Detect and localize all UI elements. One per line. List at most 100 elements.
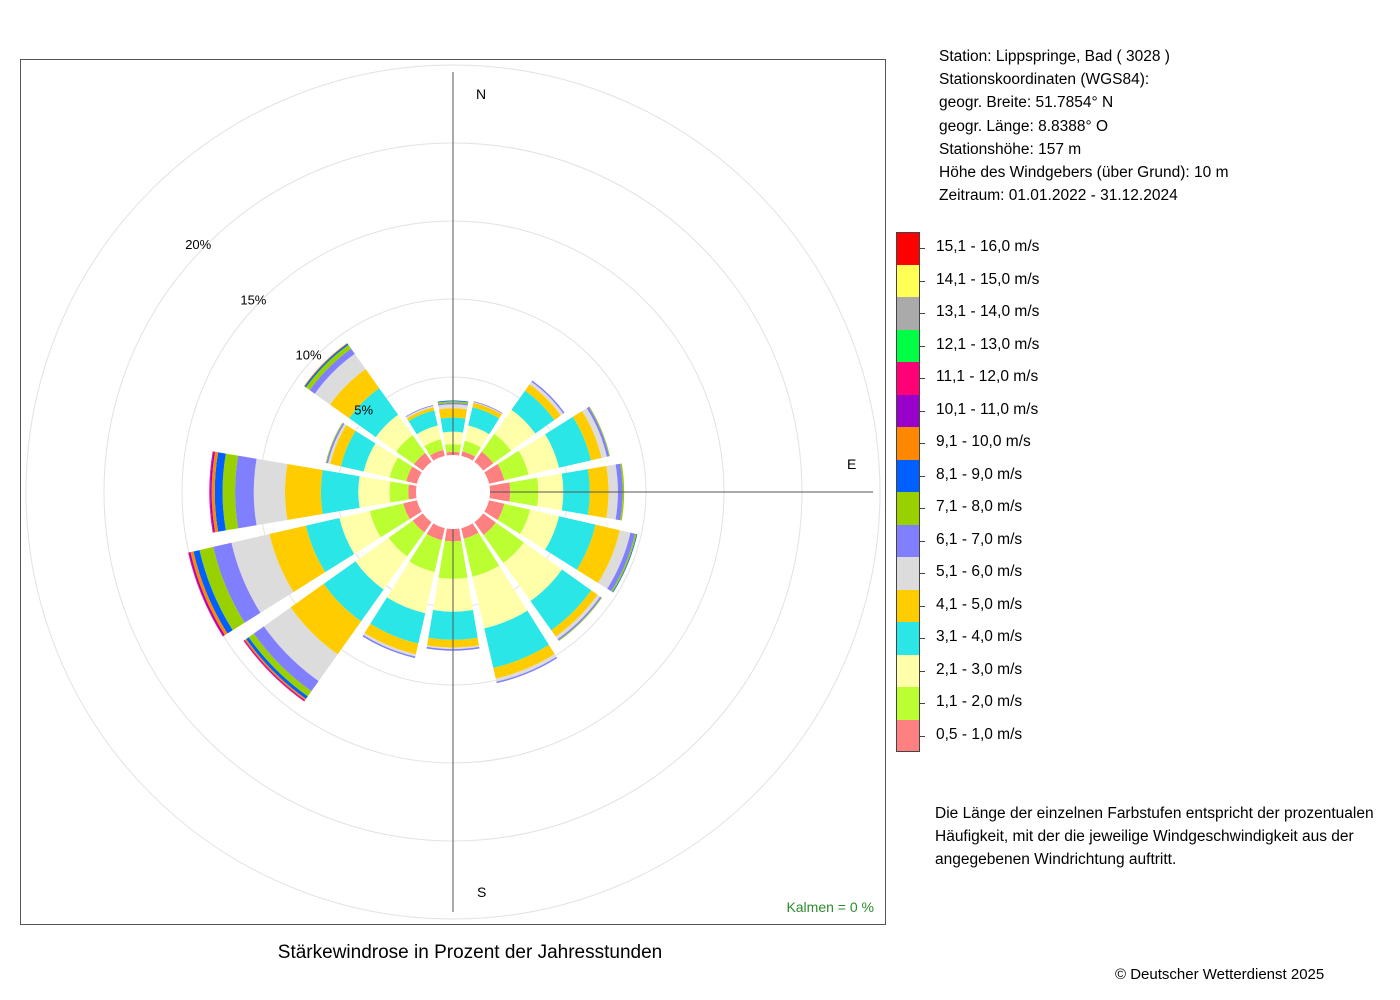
segment-SSE-class-6 — [495, 654, 557, 682]
segment-WSW-class-10 — [190, 551, 228, 636]
segment-SSW-class-6 — [363, 633, 416, 657]
segment-WNW-class-6 — [327, 423, 347, 464]
segment-WNW-class-7 — [326, 423, 345, 464]
segment-SE-class-2 — [483, 522, 524, 563]
legend-label-class-16: 15,1 - 16,0 m/s — [936, 238, 1040, 256]
legend-label-class-1: 0,5 - 1,0 m/s — [936, 725, 1023, 743]
segment-W-class-6 — [253, 458, 288, 526]
segment-NNE-class-5 — [472, 402, 502, 419]
segment-SE-class-1 — [474, 513, 496, 535]
radial-tick-5pct: 5% — [354, 403, 373, 418]
segment-NNW-class-6 — [405, 405, 434, 419]
sector-W — [209, 451, 417, 533]
segment-SE-class-3 — [503, 542, 562, 601]
segment-SSE-class-5 — [493, 644, 555, 679]
legend-tick — [920, 670, 925, 672]
segment-ESE-class-2 — [497, 503, 531, 535]
segment-SW-class-4 — [323, 561, 384, 622]
segment-SW-class-7 — [253, 626, 319, 692]
segment-ENE-class-6 — [582, 408, 607, 458]
explanation-note: Die Länge der einzelnen Farbstufen entsp… — [935, 805, 1374, 869]
segment-SW-class-2 — [388, 520, 425, 557]
legend-tick — [920, 638, 925, 640]
legend-tick — [920, 280, 925, 282]
segment-ESE-class-4 — [545, 516, 596, 570]
segment-SSE-class-4 — [484, 610, 549, 668]
segment-WSW-class-2 — [369, 503, 410, 538]
segment-NNE-class-3 — [464, 425, 490, 448]
segment-ENE-class-7 — [586, 406, 610, 457]
sector-SW — [243, 513, 432, 702]
segment-WSW-class-3 — [339, 511, 381, 554]
segment-N-class-9 — [437, 400, 469, 403]
sector-S — [426, 528, 480, 651]
segment-W-class-2 — [389, 481, 409, 503]
station-info: Station: Lippspringe, Bad ( 3028 ) Stati… — [939, 45, 1228, 207]
segment-WNW-class-5 — [330, 425, 356, 467]
segment-SE-class-7 — [557, 596, 602, 641]
legend-swatch-class-10 — [896, 427, 920, 460]
chart-title: Stärkewindrose in Prozent der Jahresstun… — [277, 942, 663, 963]
axis-label-north: N — [476, 86, 486, 102]
segment-ENE-class-3 — [518, 434, 560, 475]
segment-WSW-class-9 — [193, 550, 233, 634]
segment-NE-class-4 — [511, 390, 555, 434]
segment-NW-class-9 — [304, 343, 349, 388]
station-latitude: geogr. Breite: 51.7854° N — [939, 94, 1114, 112]
segment-W-class-4 — [320, 469, 360, 515]
segment-NW-class-4 — [349, 388, 399, 438]
segment-SW-class-6 — [263, 607, 338, 682]
segment-NE-class-2 — [481, 433, 512, 464]
segment-W-class-9 — [214, 452, 226, 532]
legend-label-class-4: 3,1 - 4,0 m/s — [936, 628, 1023, 646]
segment-ESE-class-8 — [611, 533, 637, 593]
segment-ESE-class-5 — [576, 524, 620, 583]
legend-tick — [920, 248, 925, 250]
legend-swatch-class-11 — [896, 394, 920, 427]
legend-frame — [896, 232, 920, 752]
segment-NNE-class-6 — [473, 401, 503, 415]
segment-NNE-class-4 — [468, 407, 500, 435]
legend-tick — [920, 540, 925, 542]
segment-WSW-class-7 — [213, 542, 261, 623]
segment-NNW-class-7 — [405, 404, 434, 418]
legend-label-class-14: 13,1 - 14,0 m/s — [936, 303, 1040, 321]
legend-tick — [920, 443, 925, 445]
segment-W-class-11 — [210, 451, 216, 533]
segment-SW-class-9 — [246, 637, 308, 699]
segment-NW-class-2 — [396, 435, 426, 465]
segment-SSW-class-2 — [409, 533, 442, 573]
legend-swatch-class-2 — [896, 687, 920, 720]
legend-label-class-12: 11,1 - 12,0 m/s — [936, 368, 1039, 386]
legend-tick — [920, 378, 925, 380]
segment-NW-class-5 — [330, 369, 380, 419]
sector-SSW — [362, 523, 445, 659]
segment-SSW-class-5 — [364, 623, 419, 655]
sector-NNW — [405, 404, 445, 461]
compass-axes: N E S — [452, 72, 873, 912]
segment-WSW-class-1 — [403, 500, 422, 520]
legend-label-class-8: 7,1 - 8,0 m/s — [936, 498, 1023, 516]
segment-E-class-8 — [620, 463, 625, 521]
legend-label-class-11: 10,1 - 11,0 m/s — [936, 400, 1039, 418]
anemometer-height: Höhe des Windgebers (über Grund): 10 m — [939, 164, 1229, 182]
station-name: Station: Lippspringe, Bad ( 3028 ) — [939, 48, 1170, 65]
sector-ENE — [484, 406, 610, 484]
legend-label-class-3: 2,1 - 3,0 m/s — [936, 660, 1023, 678]
segment-SW-class-5 — [290, 583, 362, 655]
time-period: Zeitraum: 01.01.2022 - 31.12.2024 — [939, 187, 1178, 205]
segment-SSE-class-7 — [496, 656, 558, 684]
segment-NE-class-7 — [531, 380, 565, 414]
legend-label-class-6: 5,1 - 6,0 m/s — [936, 563, 1023, 581]
sector-NE — [474, 380, 565, 471]
segment-SW-class-1 — [412, 513, 432, 533]
segment-WNW-class-4 — [340, 430, 376, 472]
sector-ESE — [484, 500, 638, 593]
legend-label-class-7: 6,1 - 7,0 m/s — [936, 530, 1023, 548]
segment-WNW-class-2 — [389, 457, 413, 482]
legend-tick — [920, 605, 925, 607]
legend-label-class-9: 8,1 - 9,0 m/s — [936, 465, 1023, 483]
segment-ESE-class-1 — [484, 500, 505, 520]
segment-ENE-class-1 — [484, 464, 505, 484]
